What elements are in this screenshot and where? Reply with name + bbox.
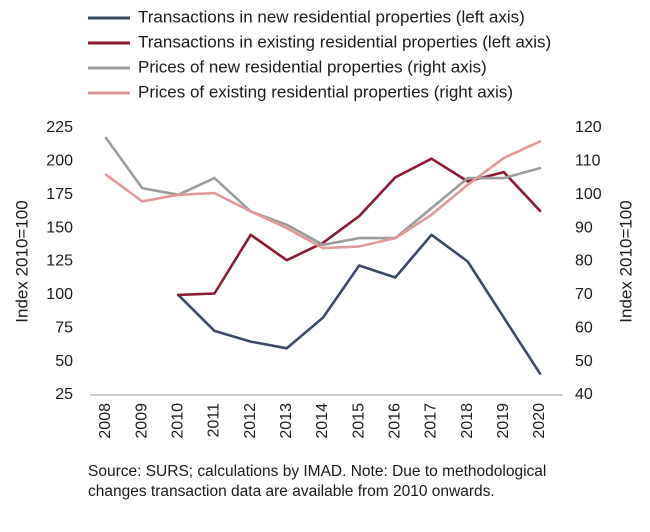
legend-label-1: Transactions in new residential properti… (138, 7, 525, 26)
y-right-tick-label: 100 (575, 186, 602, 203)
x-tick-label: 2010 (170, 403, 187, 439)
legend-label-2: Transactions in existing residential pro… (138, 32, 551, 51)
x-tick-label: 2011 (206, 403, 223, 438)
axes: Index 2010=100 Index 2010=100 (12, 200, 635, 396)
x-tick-label: 2017 (423, 403, 440, 439)
chart: Transactions in new residential properti… (12, 7, 635, 438)
y-axis-left-title: Index 2010=100 (12, 200, 31, 322)
y-axis-right-title: Index 2010=100 (616, 200, 635, 322)
y-left-tick-label: 200 (46, 153, 73, 170)
series-line-3 (104, 136, 542, 247)
y-right-tick-label: 110 (575, 153, 601, 170)
y-left-tick-label: 50 (55, 353, 73, 370)
y-right-tick-label: 50 (575, 353, 593, 370)
x-tick-label: 2014 (314, 403, 331, 439)
legend: Transactions in new residential properti… (88, 7, 551, 101)
y-left-tick-label: 125 (46, 253, 73, 270)
series-lines (104, 136, 542, 375)
y-right-tick-label: 80 (575, 253, 593, 270)
tick-labels: 25 50 75 100 125 150 175 200 225 40 50 60 70 80 90 100 1… (46, 119, 602, 438)
y-left-tick-label: 100 (46, 286, 73, 303)
y-right-tick-label: 40 (575, 386, 593, 403)
y-right-tick-label: 120 (575, 119, 602, 136)
x-tick-label: 2008 (97, 403, 114, 439)
legend-label-3: Prices of new residential properties (ri… (138, 57, 487, 76)
series-line-4 (104, 140, 542, 250)
x-tick-label: 2019 (495, 403, 512, 439)
x-tick-label: 2009 (133, 403, 150, 439)
series-line-1 (177, 233, 542, 375)
y-left-tick-label: 75 (55, 319, 73, 336)
y-left-tick-label: 150 (46, 219, 73, 236)
footnote: Source: SURS; calculations by IMAD. Note… (88, 463, 547, 500)
x-tick-label: 2013 (278, 403, 295, 439)
y-right-tick-label: 90 (575, 219, 593, 236)
y-right-tick-label: 60 (575, 319, 593, 336)
legend-label-4: Prices of existing residential propertie… (138, 82, 513, 101)
y-right-tick-label: 70 (575, 286, 593, 303)
x-tick-label: 2018 (459, 403, 476, 439)
x-tick-label: 2016 (387, 403, 404, 439)
x-tick-label: 2020 (531, 403, 548, 439)
y-left-tick-label: 25 (55, 386, 73, 403)
y-left-tick-label: 175 (46, 186, 73, 203)
x-tick-label: 2015 (350, 403, 367, 439)
x-tick-label: 2012 (242, 403, 259, 439)
y-left-tick-label: 225 (46, 119, 73, 136)
